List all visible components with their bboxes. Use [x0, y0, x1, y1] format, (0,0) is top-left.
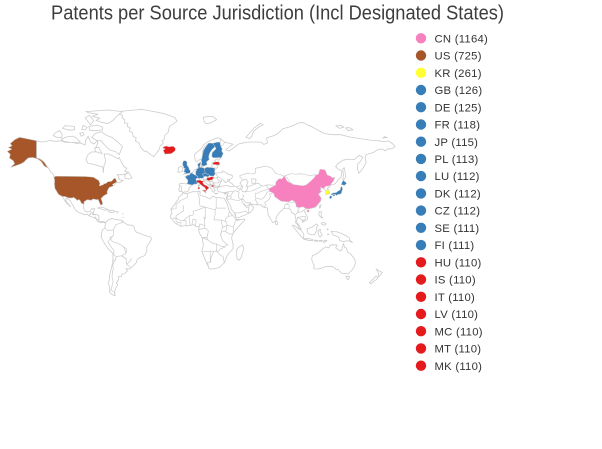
- svg-text:DK (112): DK (112): [435, 189, 481, 201]
- svg-text:LV (110): LV (110): [435, 309, 479, 321]
- svg-text:JP (115): JP (115): [435, 137, 479, 149]
- svg-text:MT (110): MT (110): [435, 344, 482, 356]
- svg-text:US (725): US (725): [435, 51, 482, 63]
- svg-text:FI (111): FI (111): [435, 240, 475, 252]
- svg-text:CN (1164): CN (1164): [435, 33, 489, 45]
- svg-text:KR (261): KR (261): [435, 68, 482, 80]
- svg-text:HU (110): HU (110): [435, 257, 482, 269]
- svg-text:IT (110): IT (110): [435, 292, 476, 304]
- svg-text:IS (110): IS (110): [435, 275, 476, 287]
- svg-text:SE (111): SE (111): [435, 223, 480, 235]
- svg-text:Patents per Source Jurisdictio: Patents per Source Jurisdiction (Incl De…: [51, 3, 504, 25]
- svg-text:FR (118): FR (118): [435, 120, 481, 132]
- svg-text:MK (110): MK (110): [435, 361, 483, 373]
- svg-text:LU (112): LU (112): [435, 171, 480, 183]
- svg-text:MC (110): MC (110): [435, 326, 483, 338]
- svg-text:CZ (112): CZ (112): [435, 206, 481, 218]
- svg-text:DE (125): DE (125): [435, 102, 482, 114]
- svg-text:GB (126): GB (126): [435, 85, 483, 97]
- svg-text:PL (113): PL (113): [435, 154, 479, 166]
